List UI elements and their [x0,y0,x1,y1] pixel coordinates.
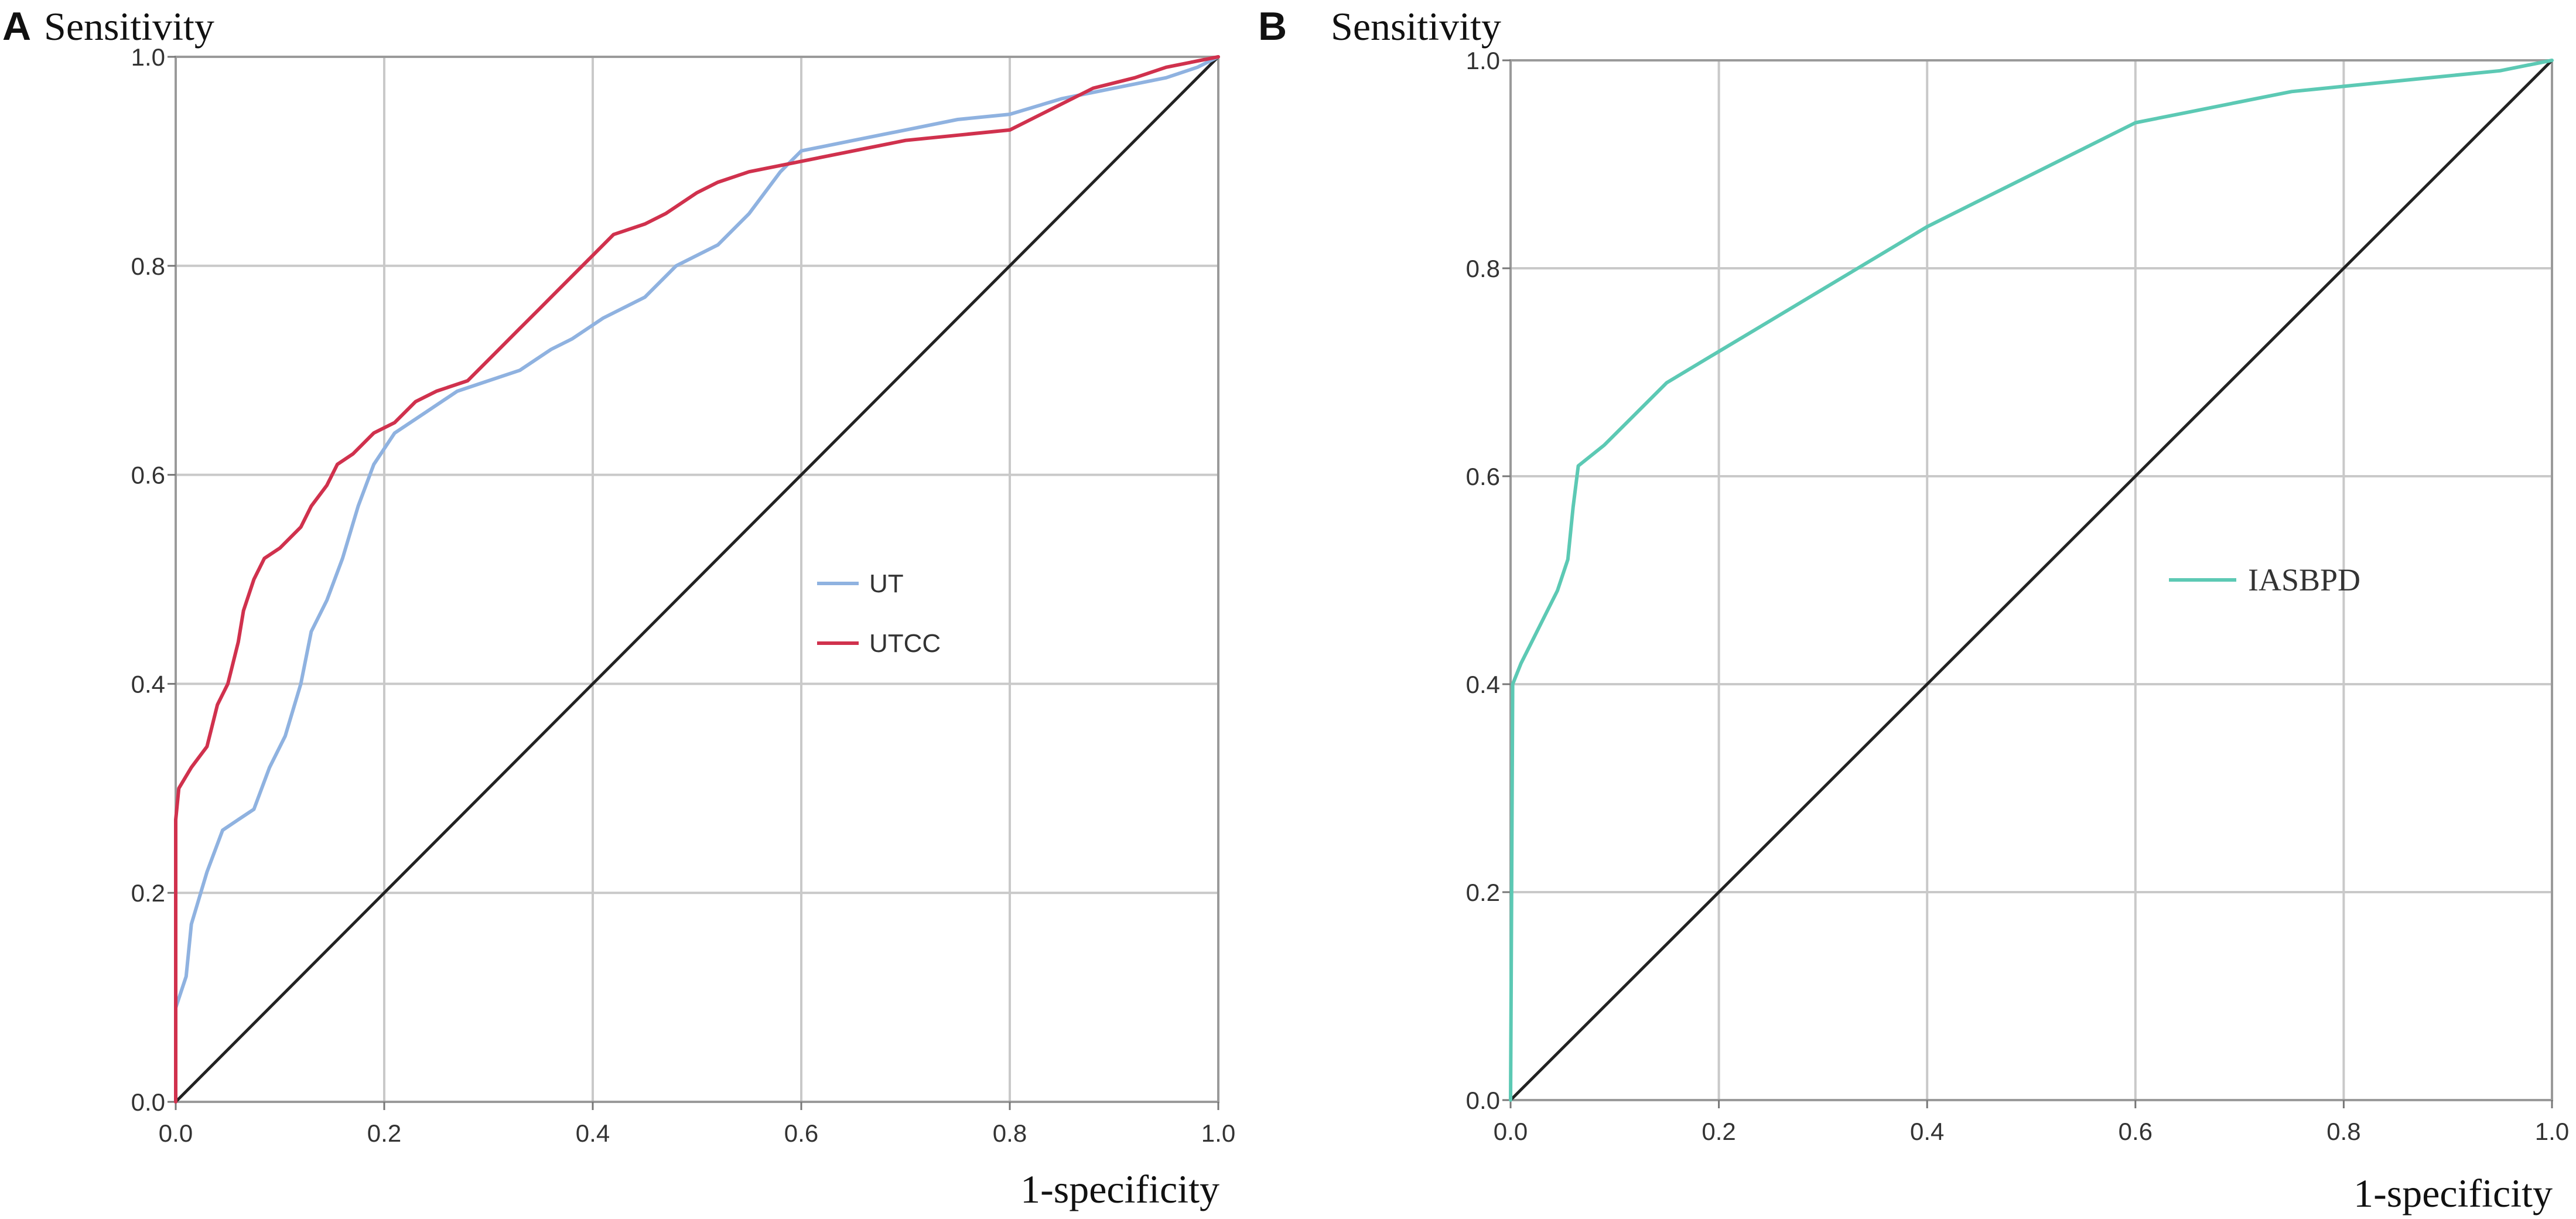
panel-b-letter: B [1258,4,1287,49]
panel-b-roc-curve-iasbpd [1509,59,2554,1102]
panel-a-y-tick-label: 1.0 [131,43,165,71]
panel-a-roc-curve-ut [174,55,1220,1104]
panel-b-x-tick-label: 0.6 [2119,1118,2153,1145]
panel-b-y-tick-label: 0.0 [1466,1087,1500,1114]
panel-a-x-tick-label: 0.2 [367,1119,401,1147]
panel-a-x-tick-label: 0.0 [159,1119,193,1147]
panel-b-y-axis-title: Sensitivity [1331,4,1501,49]
panel-b-x-tick-label: 0.0 [1494,1118,1528,1145]
panel-a-x-tick-label: 0.4 [576,1119,610,1147]
panel-a-plot-frame [175,56,1219,1103]
panel-a-x-tick-label: 1.0 [1201,1119,1235,1147]
panel-b-x-tick-label: 0.4 [1910,1118,1944,1145]
panel-b-legend: IASBPD [2169,562,2360,597]
legend-label-utcc: UTCC [869,629,941,658]
panel-a-reference-diagonal [175,56,1219,1103]
panel-a-y-tick-label: 0.2 [131,879,165,907]
panel-a-x-tick-label: 0.8 [993,1119,1027,1147]
legend-label-ut: UT [869,569,904,598]
panel-b: B Sensitivity 1-specificity 0.0 0.2 0.4 … [1258,4,2569,1215]
panel-a-y-tick-label: 0.6 [131,462,165,489]
panel-a-x-axis-title: 1-specificity [1020,1167,1219,1211]
panel-b-y-tick-label: 1.0 [1466,47,1500,74]
panel-b-y-tick-label: 0.8 [1466,255,1500,282]
panel-a-y-axis-title: Sensitivity [44,4,214,49]
panel-b-plot-frame [1509,59,2553,1101]
panel-b-y-tick-label: 0.6 [1466,463,1500,490]
panel-a-roc-curve-utcc [174,55,1220,1104]
panel-a: A Sensitivity 1-specificity 0.0 0.2 0.4 … [2,4,1235,1211]
panel-a-x-tick-labels: 0.0 0.2 0.4 0.6 0.8 1.0 [159,1119,1235,1147]
panel-b-x-tick-labels: 0.0 0.2 0.4 0.6 0.8 1.0 [1494,1118,2569,1145]
panel-b-y-tick-label: 0.4 [1466,671,1500,698]
panel-a-legend: UT UTCC [817,569,941,658]
panel-b-x-tick-label: 0.8 [2326,1118,2360,1145]
panel-a-y-tick-label: 0.0 [131,1088,165,1116]
legend-label-iasbpd: IASBPD [2248,562,2360,597]
panel-a-y-tick-labels: 0.0 0.2 0.4 0.6 0.8 1.0 [131,43,165,1116]
panel-b-x-axis-title: 1-specificity [2353,1171,2553,1215]
panel-b-x-tick-label: 0.2 [1702,1118,1735,1145]
panel-b-reference-diagonal [1509,59,2553,1101]
panel-b-y-tick-labels: 0.0 0.2 0.4 0.6 0.8 1.0 [1466,47,1500,1114]
panel-a-letter: A [2,4,31,49]
panel-a-y-tick-label: 0.4 [131,670,165,698]
panel-a-y-tick-label: 0.8 [131,252,165,280]
panel-b-x-tick-label: 1.0 [2535,1118,2569,1145]
panel-b-y-tick-label: 0.2 [1466,879,1500,906]
panel-a-x-tick-label: 0.6 [784,1119,818,1147]
